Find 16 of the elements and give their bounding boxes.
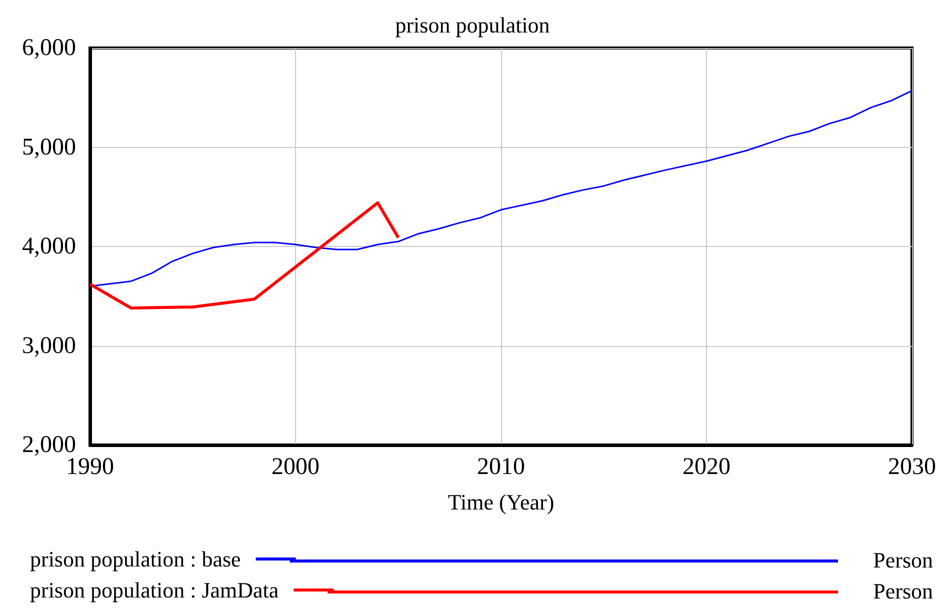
x-tick-label: 2010 bbox=[477, 454, 525, 480]
text: Person bbox=[873, 548, 934, 572]
x-tick-label: 2020 bbox=[682, 454, 730, 480]
line-series bbox=[88, 201, 400, 310]
text: Person bbox=[873, 578, 934, 604]
y-tick-label: 3,000 bbox=[22, 332, 76, 359]
x-tick-label: 2030 bbox=[888, 454, 936, 480]
y-tick-label: 4,000 bbox=[22, 234, 76, 260]
legend-label: prison population : JamData bbox=[30, 578, 279, 602]
y-tick-label: 5,000 bbox=[22, 134, 76, 160]
legend-label: prison population : base bbox=[30, 546, 241, 572]
line-series bbox=[89, 90, 913, 287]
y-tick-label: 6,000 bbox=[22, 35, 76, 61]
chart-title: prison population bbox=[395, 12, 550, 38]
x-tick-label: 2000 bbox=[272, 454, 320, 480]
x-axis-title: Time (Year) bbox=[448, 490, 554, 514]
